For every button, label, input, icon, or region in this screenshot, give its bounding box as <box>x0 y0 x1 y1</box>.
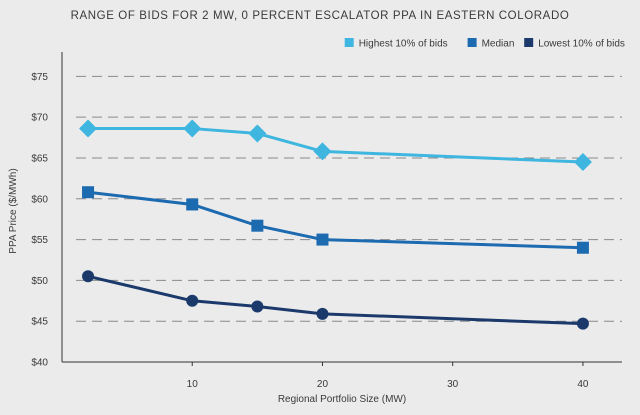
legend-label: Median <box>482 39 515 50</box>
x-axis-title: Regional Portfolio Size (MW) <box>278 394 406 405</box>
data-point <box>251 300 264 313</box>
y-tick-label: $45 <box>31 317 48 328</box>
data-point <box>316 233 329 246</box>
series-line <box>88 127 583 164</box>
data-point <box>576 241 589 254</box>
data-point <box>316 307 329 320</box>
y-tick-label: $75 <box>31 72 48 83</box>
y-axis-title: PPA Price ($/MWh) <box>8 168 19 253</box>
y-tick-label: $60 <box>31 194 48 205</box>
data-point <box>82 186 95 199</box>
data-point <box>79 119 98 138</box>
series-highest-10-of-bids <box>79 119 592 172</box>
y-tick-label: $55 <box>31 235 48 246</box>
data-point <box>186 198 199 211</box>
series-lowest-10-of-bids <box>82 270 589 330</box>
y-tick-label: $65 <box>31 153 48 164</box>
x-tick-label: 30 <box>447 379 459 390</box>
x-tick-label: 20 <box>317 379 329 390</box>
chart-legend: Highest 10% of bids Median Lowest 10% of b… <box>344 38 625 50</box>
data-point <box>186 294 199 307</box>
x-tick-label: 40 <box>577 379 589 390</box>
data-point <box>573 153 592 172</box>
axes: $40 $45 $50 $55 $60 $65 $70 $75 10 20 30 40 <box>31 52 622 390</box>
data-point <box>251 219 264 232</box>
grid-lines <box>76 75 622 322</box>
data-point <box>313 142 332 161</box>
legend-swatch <box>524 38 534 47</box>
legend-swatch <box>344 38 354 47</box>
y-tick-label: $70 <box>31 113 48 124</box>
legend-swatch <box>467 38 477 47</box>
legend-label: Lowest 10% of bids <box>538 39 625 50</box>
data-point <box>248 124 267 143</box>
data-point <box>576 317 589 330</box>
y-tick-label: $40 <box>31 358 48 369</box>
series-group <box>79 119 592 330</box>
legend-label: Highest 10% of bids <box>359 39 448 50</box>
x-tick-label: 10 <box>187 379 199 390</box>
data-point <box>183 119 202 138</box>
chart-title: RANGE OF BIDS FOR 2 MW, 0 PERCENT ESCALA… <box>70 10 570 22</box>
series-median <box>82 186 589 254</box>
data-point <box>82 270 95 283</box>
series-line <box>87 274 583 326</box>
y-tick-label: $50 <box>31 276 48 287</box>
